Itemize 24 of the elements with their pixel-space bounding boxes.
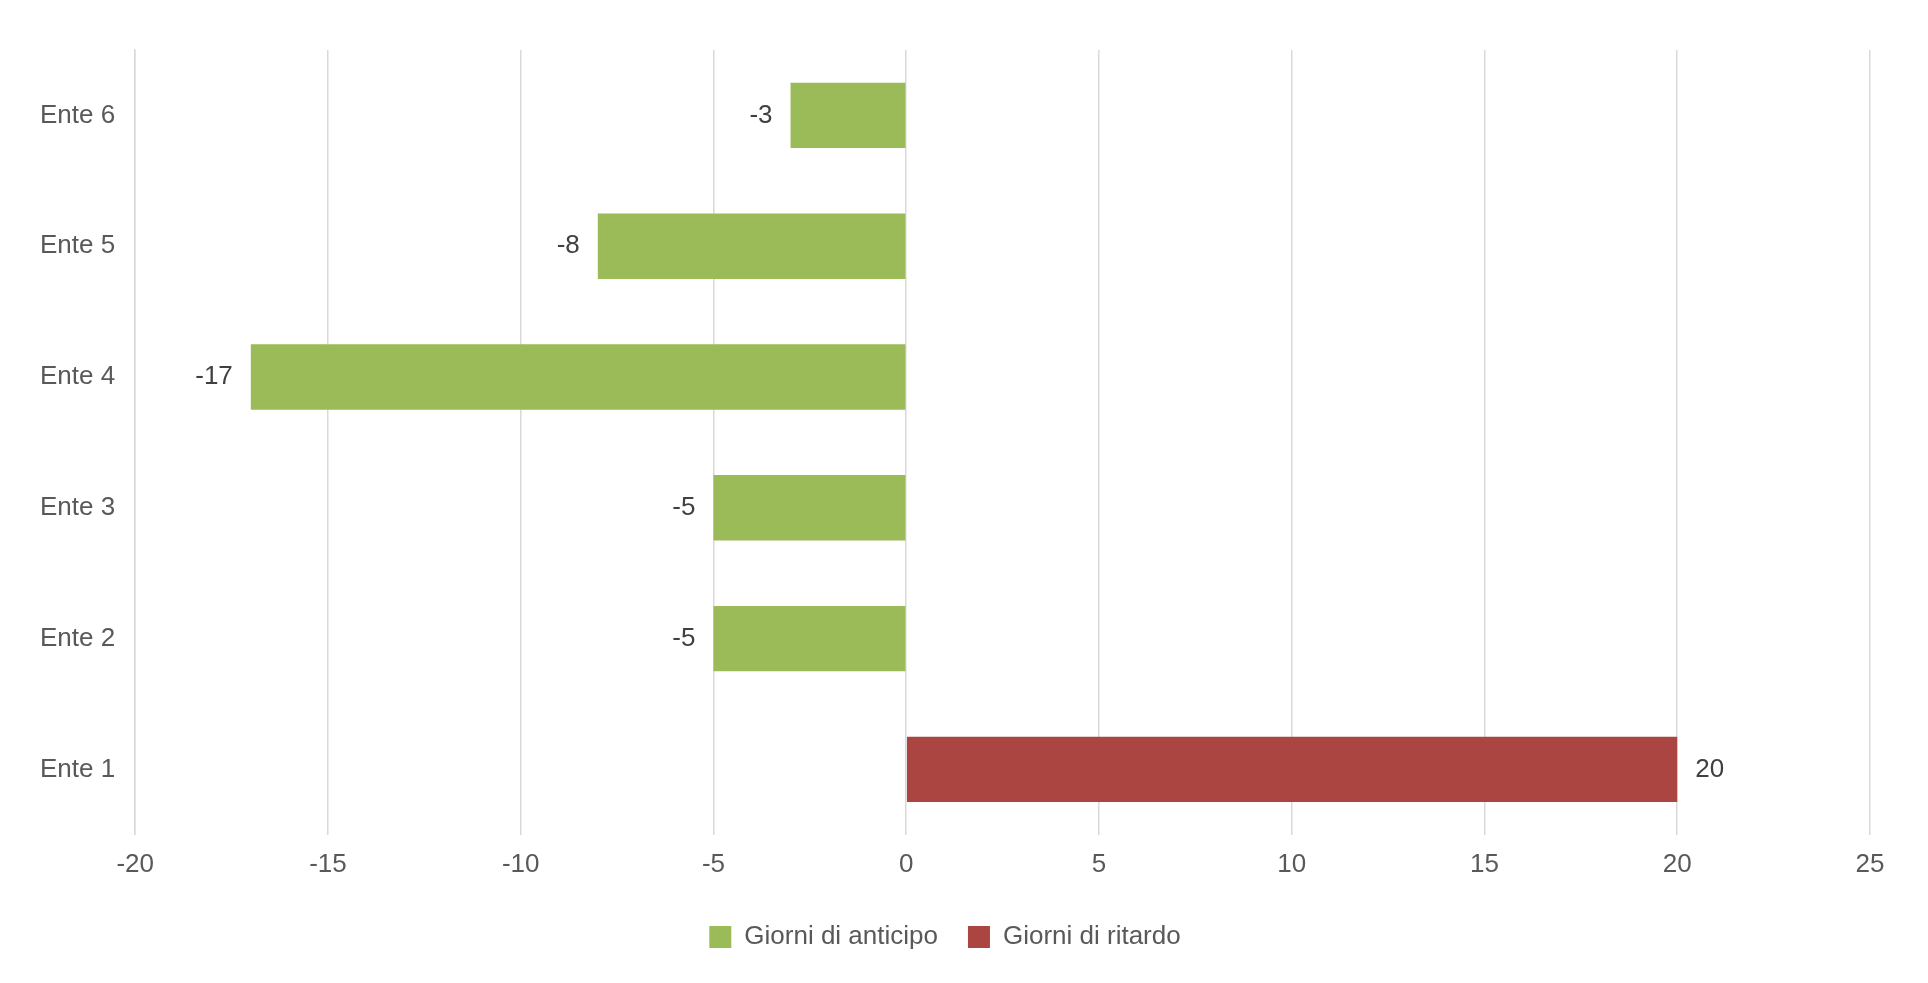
y-tick-label: Ente 1	[40, 752, 116, 783]
legend-label: Giorni di ritardo	[1002, 920, 1181, 951]
x-tick-label: -15	[309, 847, 347, 878]
x-tick-label: -20	[116, 847, 154, 878]
y-tick-label: Ente 4	[40, 360, 116, 391]
x-tick-label: 10	[1277, 847, 1307, 878]
x-tick-label: 15	[1470, 847, 1499, 878]
x-tick-label: -10	[501, 847, 540, 878]
x-tick-label: -5	[701, 847, 726, 878]
x-tick-label: 25	[1855, 847, 1885, 878]
y-tick-label: Ente 2	[40, 621, 116, 652]
data-label: 20	[1695, 752, 1725, 783]
y-tick-label: Ente 5	[40, 229, 116, 260]
data-label: -5	[672, 490, 696, 521]
legend-label: Giorni di anticipo	[744, 920, 938, 951]
x-tick-label: 5	[1091, 847, 1107, 878]
data-label: -8	[556, 229, 580, 260]
data-label: -17	[195, 360, 233, 391]
y-tick-label: Ente 3	[40, 490, 116, 521]
data-label: -3	[749, 98, 773, 129]
x-tick-label: 20	[1662, 847, 1692, 878]
x-tick-label: 0	[898, 847, 914, 878]
data-label: -5	[672, 621, 696, 652]
y-tick-label: Ente 6	[40, 98, 116, 129]
